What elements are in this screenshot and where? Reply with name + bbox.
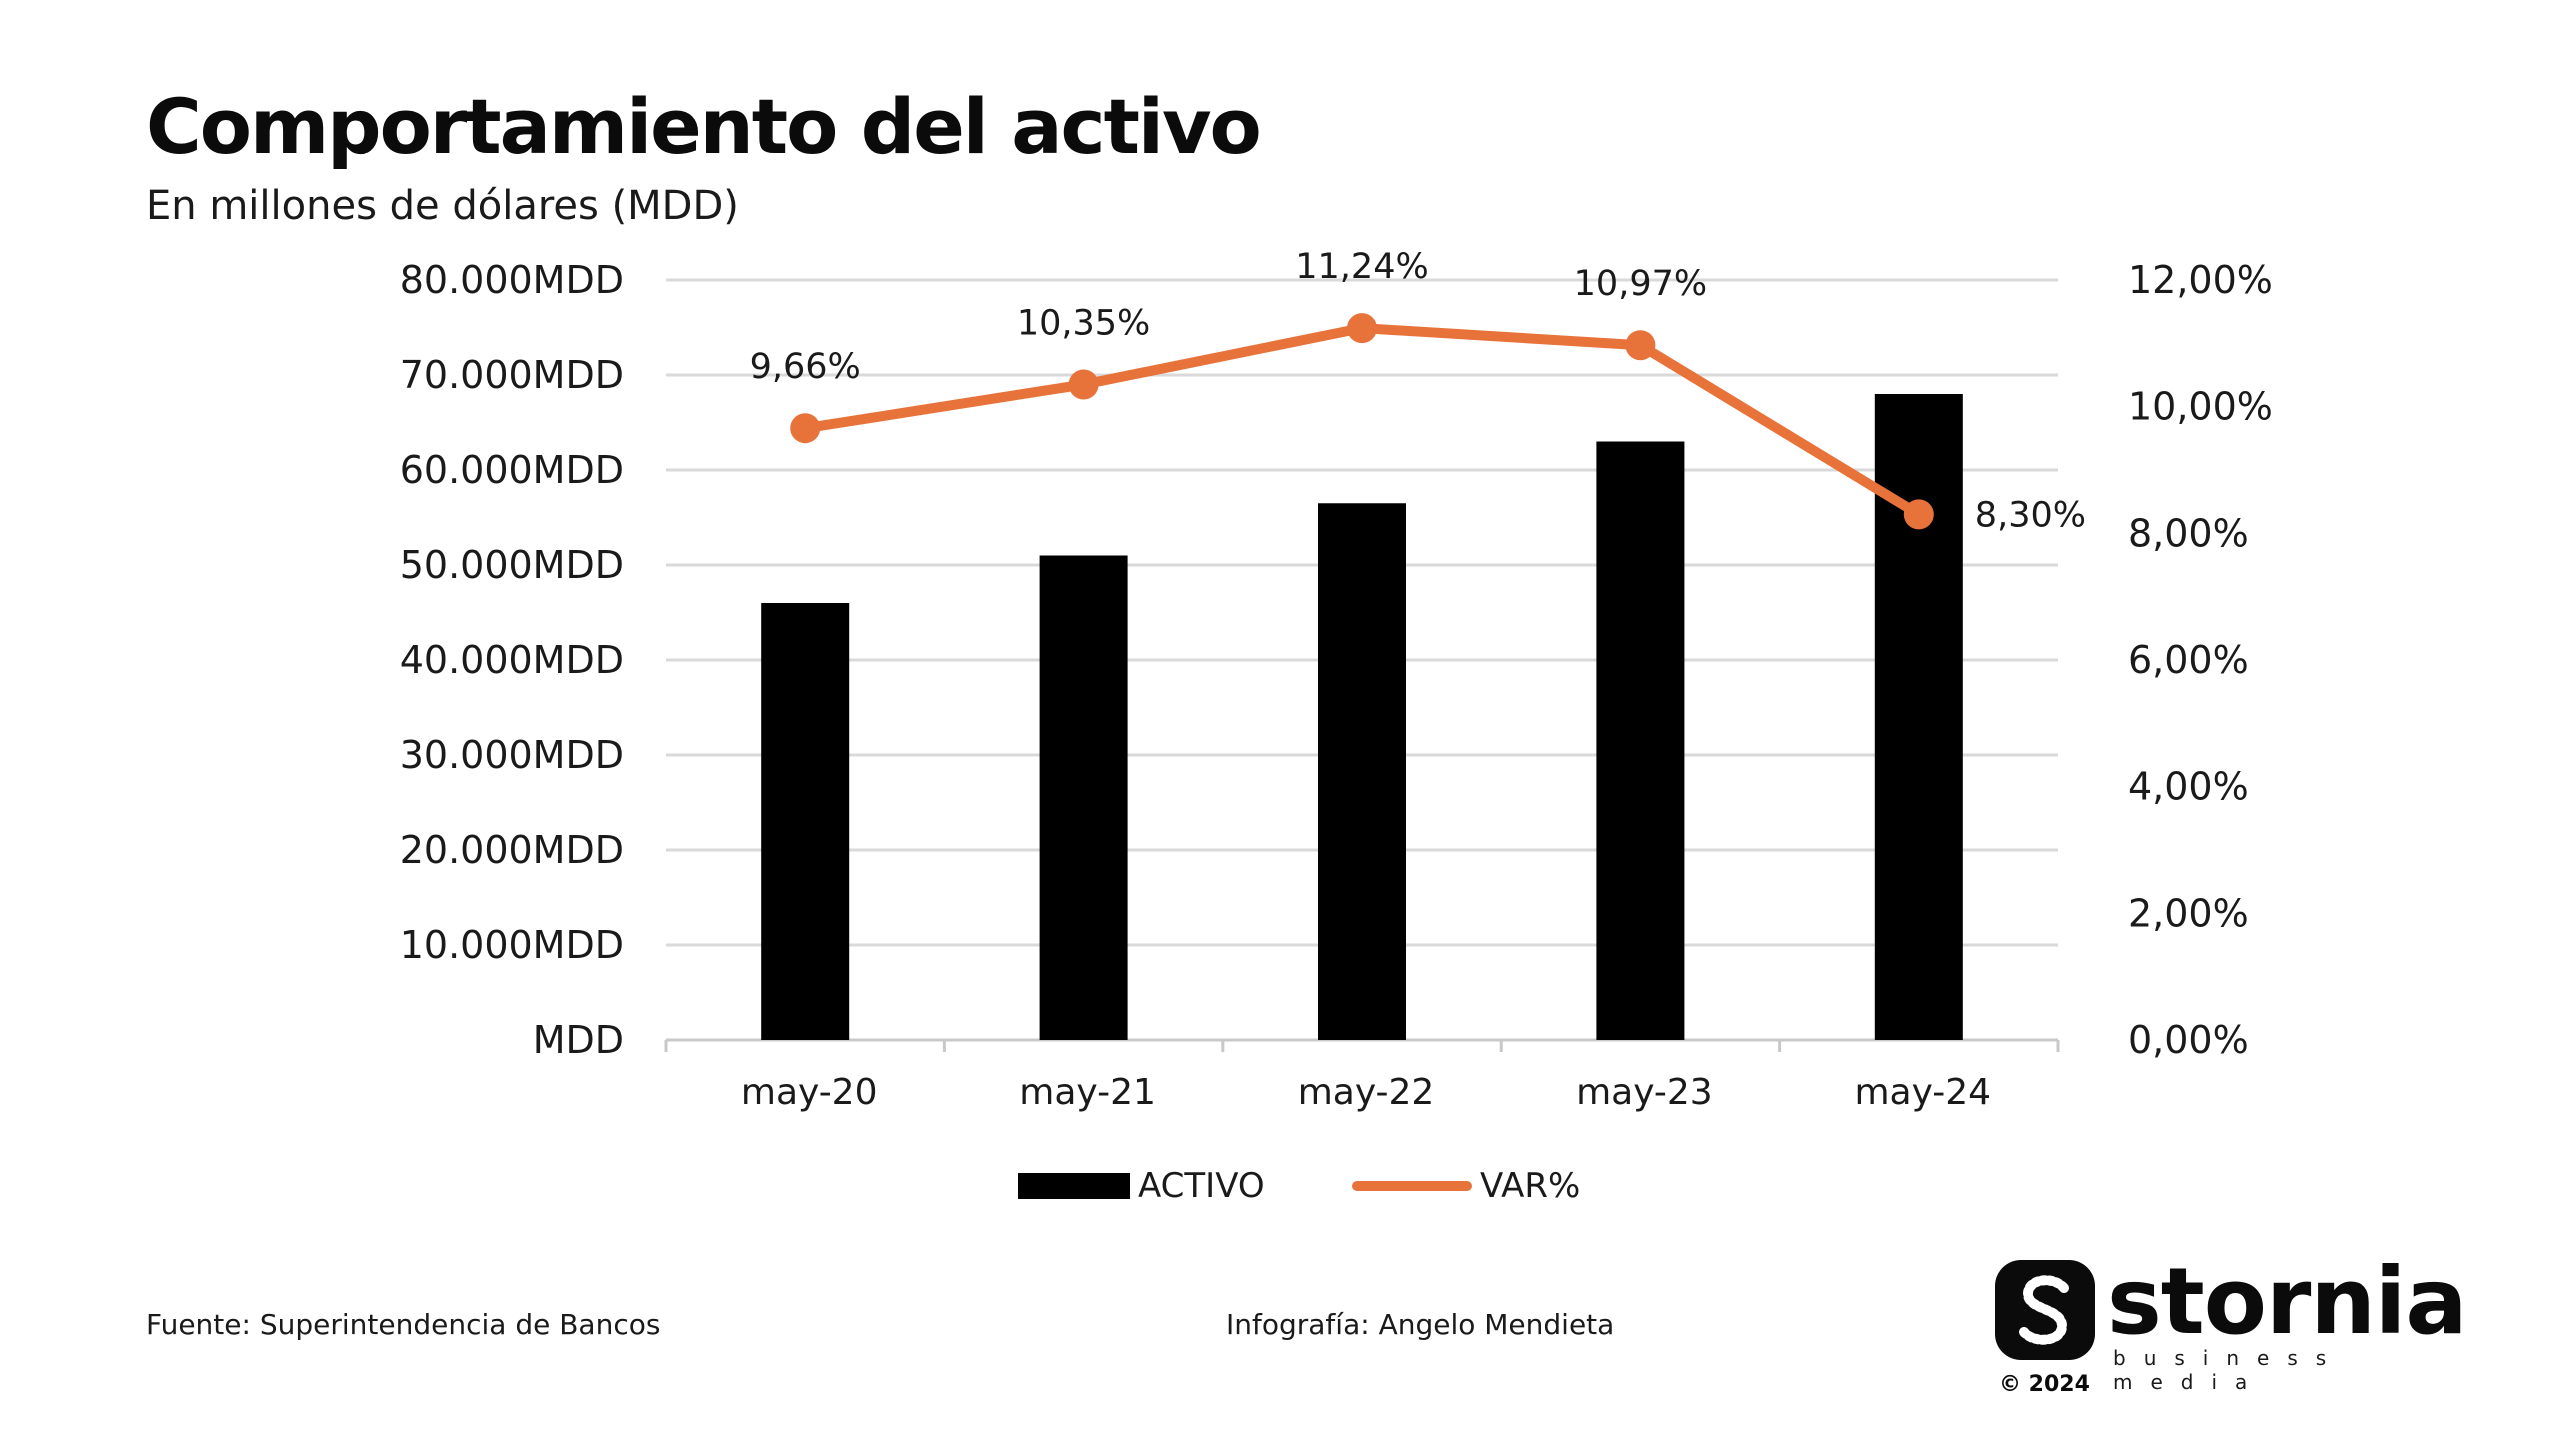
data-label-var: 10,35%: [1017, 304, 1150, 344]
legend-line-swatch: [1352, 1181, 1472, 1191]
y-left-tick-label: 80.000MDD: [400, 258, 624, 302]
bar-activo: [1039, 555, 1128, 1040]
y-left-tick-label: 60.000MDD: [400, 448, 624, 492]
combo-chart: MDD 10.000MDD 20.000MDD 30.000MDD 40.000MDD 5…: [400, 247, 2273, 1113]
point-var: [1625, 330, 1656, 361]
line-var: [800, 323, 1924, 520]
y-right-tick-label: 12,00%: [2128, 258, 2273, 302]
x-tick-label: may-24: [1854, 1072, 1991, 1113]
y-right-tick-label: 8,00%: [2128, 511, 2249, 555]
data-label-var: 10,97%: [1574, 264, 1707, 304]
x-tick-label: may-22: [1298, 1072, 1435, 1113]
y-left-tick-label: MDD: [533, 1018, 624, 1062]
bar-activo: [1596, 441, 1685, 1040]
chart-subtitle: En millones de dólares (MDD): [146, 183, 739, 229]
data-label-var: 8,30%: [1975, 495, 2086, 535]
x-tick-label: may-23: [1576, 1072, 1713, 1113]
point-var: [1347, 313, 1377, 344]
y-right-tick-label: 6,00%: [2128, 638, 2249, 682]
stornia-logo-icon: [1995, 1260, 2095, 1360]
brand-copyright: © 2024: [1999, 1372, 2090, 1397]
credit-note: Infografía: Angelo Mendieta: [1226, 1308, 1615, 1341]
source-note: Fuente: Superintendencia de Bancos: [146, 1308, 661, 1341]
brand-tagline: business media: [2113, 1346, 2345, 1394]
point-var: [1068, 369, 1099, 400]
legend-item-activo: ACTIVO: [1018, 1164, 1265, 1208]
bar-activo: [1318, 503, 1406, 1040]
y-right-tick-label: 0,00%: [2128, 1018, 2249, 1062]
y-left-tick-label: 40.000MDD: [400, 638, 624, 682]
data-label-var: 9,66%: [750, 347, 861, 387]
legend-item-var: VAR%: [1352, 1164, 1580, 1208]
brand-name: stornia: [2107, 1248, 2467, 1355]
y-right-tick-label: 4,00%: [2128, 765, 2249, 809]
x-tick-label: may-20: [741, 1072, 878, 1113]
x-tick-label: may-21: [1019, 1072, 1156, 1113]
y-right-tick-label: 10,00%: [2128, 385, 2273, 429]
legend-label-activo: ACTIVO: [1138, 1166, 1265, 1206]
y-left-tick-label: 30.000MDD: [400, 733, 624, 777]
point-var: [1903, 499, 1934, 530]
y-left-tick-label: 70.000MDD: [400, 353, 624, 397]
y-left-tick-label: 50.000MDD: [400, 543, 624, 587]
bar-activo: [761, 603, 850, 1040]
y-right-tick-label: 2,00%: [2128, 891, 2249, 935]
point-var: [790, 413, 821, 444]
data-label-var: 11,24%: [1295, 247, 1428, 287]
chart-title: Comportamiento del activo: [146, 82, 1262, 171]
legend-bar-swatch: [1018, 1173, 1130, 1199]
y-left-tick-label: 20.000MDD: [400, 828, 624, 872]
y-left-tick-label: 10.000MDD: [400, 923, 624, 967]
brand-logo: stornia business media © 2024: [1995, 1248, 2467, 1400]
legend-label-var: VAR%: [1480, 1166, 1581, 1206]
